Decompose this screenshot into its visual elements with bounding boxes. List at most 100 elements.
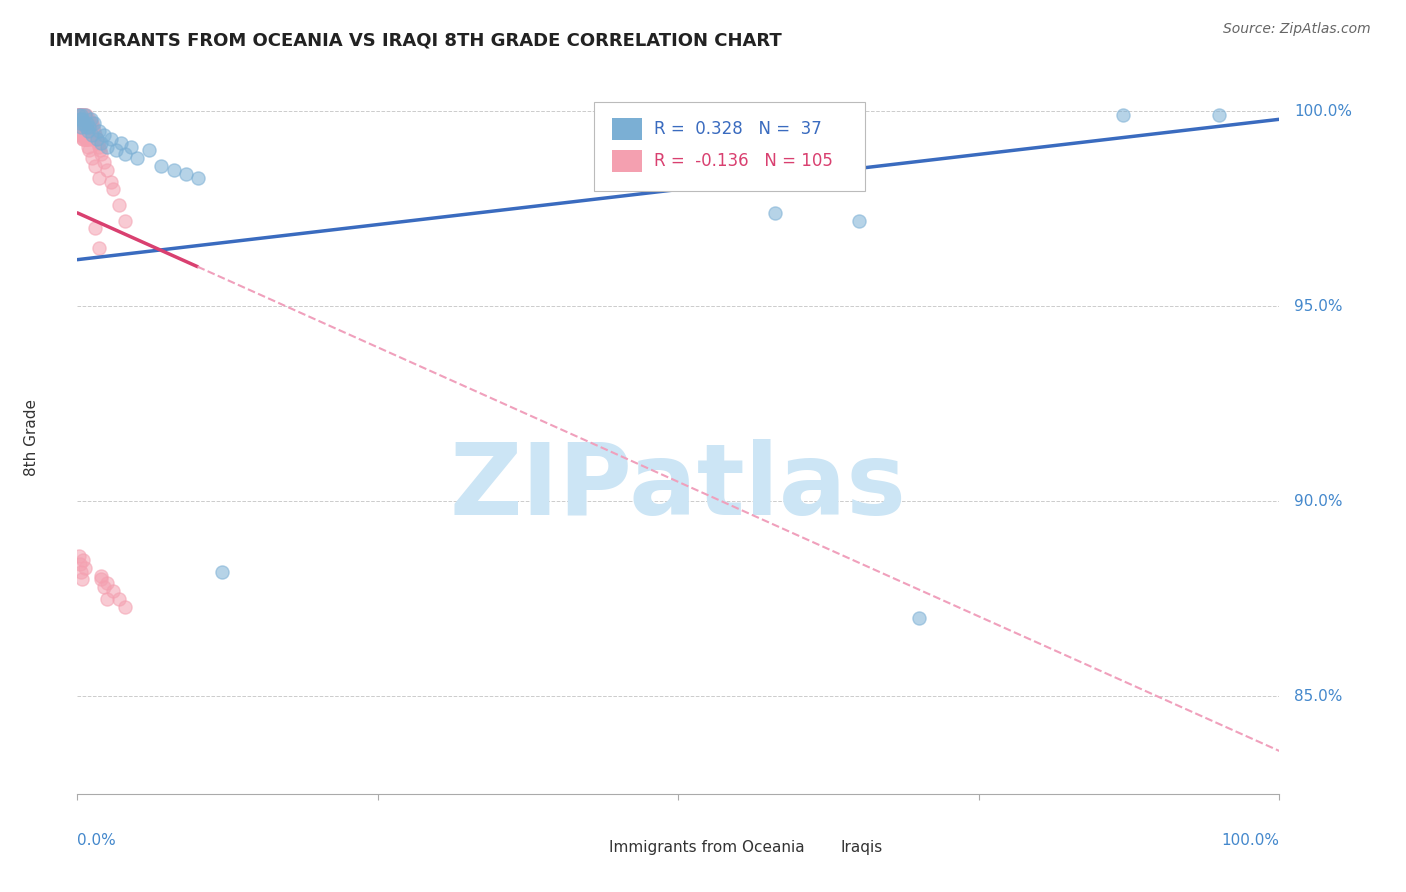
Point [100,132,122,146]
FancyBboxPatch shape [595,102,865,191]
Point [90,136,112,150]
Point [1112,108,1135,122]
Text: Immigrants from Oceania: Immigrants from Oceania [609,840,804,855]
Point [70,108,93,122]
Point [110,136,132,150]
Point [67,116,90,130]
Point [75,116,97,130]
Point [70,112,93,127]
Point [69,116,91,130]
Point [93,128,115,142]
Point [72,108,94,122]
Point [90,568,112,582]
Point [72,553,94,567]
Point [162,163,184,178]
Point [77,124,100,138]
Point [114,599,136,614]
Point [80,151,103,165]
Point [70,120,93,134]
Point [70,120,93,134]
Point [96,163,118,178]
Point [96,576,118,591]
Text: 95.0%: 95.0% [1294,299,1343,314]
Point [70,120,93,134]
Point [70,128,93,142]
Point [76,116,98,130]
Point [87,124,110,138]
Point [1208,108,1230,122]
Point [70,112,93,127]
Point [114,213,136,227]
Point [67,108,90,122]
Point [80,128,103,142]
Point [908,611,931,625]
Point [67,124,90,138]
Point [87,136,110,150]
Point [69,112,91,127]
Text: ZIPatlas: ZIPatlas [450,439,907,535]
Point [79,116,101,130]
Point [72,116,94,130]
Point [73,124,96,138]
FancyBboxPatch shape [576,838,603,856]
Point [79,132,101,146]
Point [80,116,103,130]
Point [70,108,93,122]
Point [67,120,90,134]
Point [72,116,94,130]
Point [69,108,91,122]
Point [211,565,233,579]
Point [72,112,94,127]
Point [83,124,105,138]
Text: 100.0%: 100.0% [1222,833,1279,848]
Point [69,120,91,134]
Point [96,139,118,153]
Point [75,108,97,122]
Point [67,116,90,130]
Point [114,147,136,161]
Point [79,112,101,127]
Point [76,120,98,134]
Point [84,221,107,235]
Point [103,584,125,599]
Point [79,112,101,127]
Point [67,108,90,122]
Point [70,112,93,127]
Point [70,108,93,122]
Point [100,175,122,189]
Point [67,108,90,122]
Point [82,120,104,134]
Point [150,159,173,173]
Point [86,132,108,146]
Point [72,112,94,127]
Point [87,139,110,153]
FancyBboxPatch shape [612,150,643,171]
Point [90,147,112,161]
Point [93,580,115,594]
Point [69,124,91,138]
Text: 100.0%: 100.0% [1294,104,1353,119]
Point [104,144,127,158]
Text: 8th Grade: 8th Grade [24,399,39,475]
Point [72,124,94,138]
Point [70,112,93,127]
Point [108,591,131,606]
Point [76,132,98,146]
Point [67,116,90,130]
Point [89,144,111,158]
Point [69,108,91,122]
Text: 90.0%: 90.0% [1294,494,1343,509]
FancyBboxPatch shape [808,838,835,856]
Point [86,132,108,146]
Point [70,128,93,142]
Point [75,132,97,146]
Point [73,560,96,574]
Point [79,144,101,158]
Point [103,182,125,196]
Point [75,124,97,138]
FancyBboxPatch shape [612,118,643,139]
Point [67,108,90,122]
Point [79,120,101,134]
Point [67,112,90,127]
Point [67,549,90,563]
